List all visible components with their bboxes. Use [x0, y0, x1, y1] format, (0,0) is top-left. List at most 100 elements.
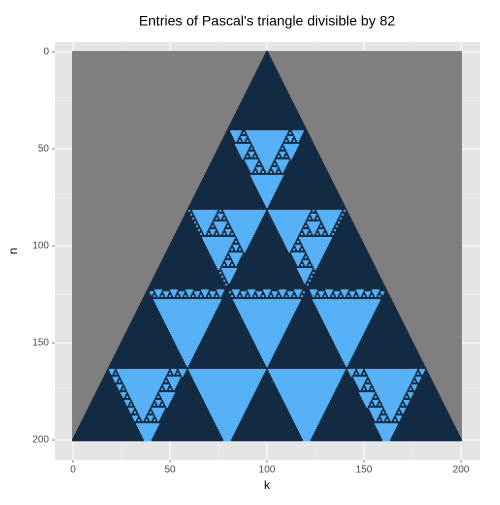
- tile-run: [157, 427, 218, 430]
- tile-run: [208, 409, 246, 413]
- tile-run: [331, 397, 363, 401]
- tile-run: [284, 153, 289, 157]
- tile-run: [73, 436, 143, 440]
- tile-run: [140, 432, 155, 436]
- tile-run: [190, 209, 193, 213]
- tile-run: [302, 233, 305, 236]
- tile-run: [238, 240, 251, 244]
- tile-run: [119, 374, 167, 378]
- tile-run: [261, 60, 273, 63]
- tile-run: [373, 293, 378, 296]
- tile-run: [191, 374, 264, 378]
- tile-run: [301, 277, 308, 281]
- tile-run: [170, 295, 173, 298]
- tile-run: [264, 171, 267, 174]
- tile-run: [122, 337, 173, 341]
- tile-run: [300, 299, 313, 302]
- tile-run: [421, 372, 424, 376]
- tile-run: [237, 246, 242, 250]
- tile-run: [310, 209, 313, 213]
- tile-run: [396, 415, 402, 418]
- tile-run: [216, 308, 238, 312]
- tile-run: [228, 281, 231, 285]
- tile-run: [257, 161, 262, 164]
- tile-run: [240, 256, 294, 259]
- tile-run: [362, 370, 366, 374]
- tile-run: [290, 320, 324, 323]
- tile-run: [295, 310, 319, 314]
- tile-run: [231, 438, 303, 442]
- tile-run: [261, 355, 273, 358]
- tile-run: [369, 378, 413, 382]
- tile-run: [206, 169, 250, 172]
- tile-run: [221, 233, 224, 236]
- tile-run: [244, 139, 247, 143]
- tile-run: [152, 293, 157, 296]
- tile-run: [223, 438, 232, 442]
- tile-run: [288, 293, 293, 296]
- tile-run: [222, 215, 227, 219]
- tile-run: [82, 417, 134, 420]
- tile-run: [157, 419, 160, 422]
- tile-run: [324, 322, 369, 325]
- tile-run: [297, 427, 317, 430]
- tile-run: [249, 332, 285, 335]
- tile-run: [253, 153, 258, 157]
- tile-run: [284, 293, 289, 296]
- tile-run: [316, 427, 377, 430]
- tile-run: [380, 291, 385, 294]
- tile-run: [231, 295, 234, 298]
- tile-run: [181, 355, 194, 358]
- tile-run: [176, 295, 179, 298]
- tile-run: [253, 169, 258, 172]
- tile-run: [261, 169, 266, 172]
- tile-run: [328, 330, 365, 333]
- tile-run: [284, 145, 299, 149]
- tile-run: [304, 221, 307, 224]
- tile-run: [222, 138, 235, 141]
- tile-run: [240, 244, 249, 248]
- tile-run: [262, 376, 272, 380]
- tile-run: [308, 213, 311, 217]
- tile-run: [374, 310, 398, 314]
- tile-run: [93, 396, 123, 399]
- tile-run: [331, 238, 363, 242]
- tile-run: [217, 233, 220, 236]
- tile-run: [136, 310, 160, 314]
- tile-run: [411, 380, 414, 384]
- tile-run: [279, 341, 334, 345]
- tile-run: [254, 295, 257, 298]
- tile-run: [353, 376, 367, 380]
- tile-run: [215, 310, 239, 314]
- tile-run: [343, 372, 350, 376]
- tile-run: [227, 128, 307, 131]
- tile-run: [250, 81, 284, 85]
- tile-run: [209, 252, 228, 256]
- tile-run: [210, 293, 215, 296]
- tile-run: [251, 397, 283, 401]
- tile-run: [248, 155, 251, 159]
- tile-run: [139, 419, 142, 422]
- tile-run: [163, 384, 170, 387]
- tile-run: [325, 289, 333, 292]
- tile-run: [234, 262, 238, 265]
- tile-run: [323, 231, 328, 234]
- tile-run: [136, 407, 150, 411]
- tile-run: [240, 314, 294, 318]
- tile-run: [311, 215, 316, 219]
- tile-run: [423, 372, 429, 376]
- tile-run: [287, 326, 327, 329]
- tile-run: [229, 256, 232, 259]
- tile-run: [370, 399, 373, 403]
- tile-run: [288, 153, 295, 157]
- tile-run: [254, 167, 257, 170]
- tile-run: [239, 421, 295, 424]
- tile-run: [234, 246, 238, 250]
- tile-run: [241, 417, 293, 420]
- tile-run: [223, 213, 226, 217]
- tile-run: [202, 229, 208, 232]
- tile-run: [198, 186, 257, 190]
- tile-run: [188, 295, 191, 298]
- tile-run: [326, 229, 332, 232]
- tile-run: [288, 130, 293, 133]
